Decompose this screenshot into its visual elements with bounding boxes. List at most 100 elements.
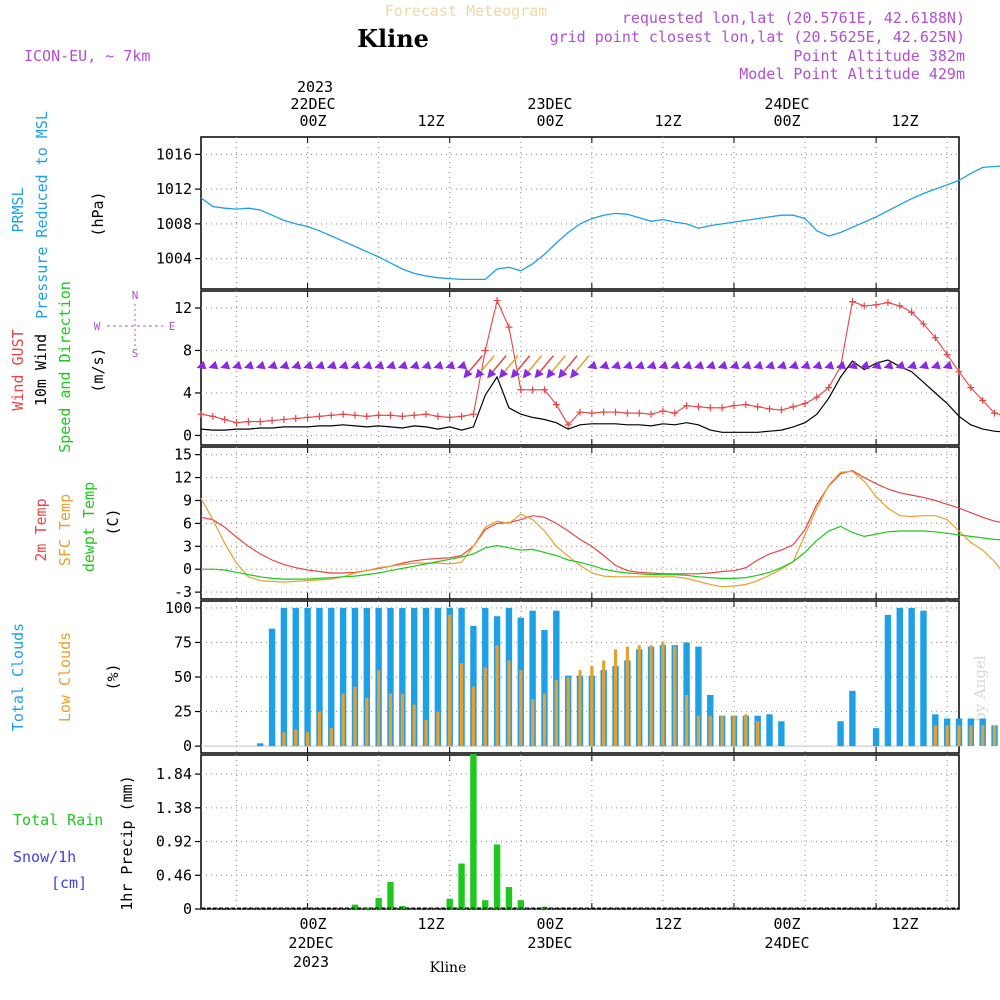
wind-arrow bbox=[362, 360, 373, 370]
low-cloud-bar bbox=[341, 693, 345, 747]
wind-arrow bbox=[510, 355, 531, 379]
gust-marker bbox=[730, 402, 738, 410]
chart-title: Kline bbox=[357, 24, 429, 53]
y-tick-label: 1008 bbox=[156, 215, 192, 233]
temp-label-2m: 2m Temp bbox=[32, 498, 50, 561]
cloud-label-unit: (%) bbox=[104, 663, 122, 690]
top-hour-label-6: 12Z bbox=[891, 112, 918, 130]
total-cloud-bar bbox=[541, 630, 548, 747]
y-tick-label: 0 bbox=[183, 426, 192, 444]
rain-bar bbox=[458, 863, 465, 909]
gust-marker bbox=[612, 408, 620, 416]
wind-arrow bbox=[208, 360, 219, 370]
low-cloud-bar bbox=[424, 719, 428, 747]
top-hour-label-2: 12Z bbox=[417, 112, 444, 130]
low-cloud-bar bbox=[353, 686, 357, 747]
total-cloud-bar bbox=[257, 743, 264, 747]
gust-marker bbox=[576, 408, 584, 416]
gust-marker bbox=[706, 404, 714, 412]
gust-marker bbox=[517, 386, 525, 394]
top-hour-label-1: 00Z bbox=[299, 112, 326, 130]
low-cloud-bar bbox=[317, 711, 322, 747]
precip-label-snow: Snow/1h bbox=[13, 848, 76, 866]
low-cloud-bar bbox=[519, 670, 523, 747]
wind-arrow bbox=[546, 355, 566, 379]
wind-arrow bbox=[646, 360, 657, 370]
wind-arrow bbox=[475, 355, 495, 379]
gust-marker bbox=[552, 401, 560, 409]
panel-frame bbox=[200, 136, 960, 290]
gust-marker bbox=[493, 297, 501, 305]
wind-arrow bbox=[824, 360, 835, 370]
gust-marker bbox=[718, 404, 726, 412]
compass-w: W bbox=[94, 320, 101, 333]
wind-arrow bbox=[753, 360, 764, 370]
gust-marker bbox=[813, 393, 821, 401]
top-year-label: 2023 bbox=[297, 78, 333, 96]
rain-bar bbox=[375, 898, 382, 909]
gust-marker bbox=[683, 402, 691, 410]
gust-marker bbox=[315, 412, 323, 420]
wind-arrow bbox=[255, 360, 266, 370]
top-hour-label-4: 12Z bbox=[654, 112, 681, 130]
total-cloud-bar bbox=[304, 607, 311, 747]
wind-arrow bbox=[871, 360, 882, 370]
low-cloud-bar bbox=[448, 614, 452, 747]
y-tick-label: 8 bbox=[183, 341, 192, 359]
compass-n: N bbox=[132, 289, 139, 302]
gust-marker bbox=[256, 418, 264, 426]
gust-marker bbox=[825, 384, 833, 392]
rain-bar bbox=[517, 900, 524, 909]
pressure-label-prmsl: PRMSL bbox=[9, 187, 27, 232]
y-tick-label: 75 bbox=[174, 633, 192, 651]
wind-arrow bbox=[895, 360, 906, 370]
wind-label-speed: Speed and Direction bbox=[56, 281, 74, 453]
gust-marker bbox=[363, 412, 371, 420]
wind-arrow bbox=[421, 360, 432, 370]
low-cloud-bar bbox=[412, 704, 416, 747]
gust-marker bbox=[635, 409, 643, 417]
total-cloud-bar bbox=[351, 607, 359, 747]
panel-frame bbox=[200, 754, 960, 910]
low-cloud-bar bbox=[708, 715, 712, 747]
gust-marker bbox=[588, 409, 596, 417]
low-cloud-bar bbox=[625, 646, 629, 747]
gust-marker bbox=[955, 368, 963, 376]
compass-e: E bbox=[169, 320, 176, 333]
gust-marker bbox=[564, 421, 572, 429]
y-tick-label: 4 bbox=[183, 384, 192, 402]
grid-point-coords: grid point closest lon,lat (20.5625E, 42… bbox=[550, 28, 965, 46]
gust-marker bbox=[754, 403, 762, 411]
temp-label-unit: (C) bbox=[104, 508, 122, 535]
y-tick-label: 50 bbox=[174, 668, 192, 686]
total-cloud-bar bbox=[410, 607, 418, 747]
low-cloud-bar bbox=[471, 686, 476, 747]
low-cloud-bar bbox=[436, 711, 440, 747]
gust-marker bbox=[398, 412, 406, 420]
total-cloud-bar bbox=[316, 607, 323, 747]
precip-label-rain: Total Rain bbox=[13, 811, 103, 829]
total-cloud-bar bbox=[908, 607, 915, 747]
gust-marker bbox=[209, 412, 217, 420]
rain-bar bbox=[446, 898, 453, 909]
temp2m-line bbox=[200, 470, 1000, 575]
total-cloud-bar bbox=[422, 607, 430, 747]
wind-arrow bbox=[487, 355, 507, 379]
gust-marker bbox=[967, 384, 975, 392]
gust-marker bbox=[505, 323, 513, 331]
point-altitude: Point Altitude 382m bbox=[793, 47, 965, 65]
low-cloud-bar bbox=[459, 663, 464, 747]
low-cloud-bar bbox=[294, 729, 298, 747]
gust-marker bbox=[659, 407, 667, 415]
gust-marker bbox=[919, 320, 927, 328]
total-cloud-bar bbox=[778, 721, 785, 747]
gust-marker bbox=[943, 351, 951, 359]
temp-ylabels: 2m Temp SFC Temp dewpt Temp (C) bbox=[32, 482, 122, 572]
gust-marker bbox=[434, 412, 442, 420]
y-tick-label: 9 bbox=[183, 491, 192, 509]
wind-arrow bbox=[303, 360, 314, 370]
cloud-ylabels: Total Clouds Low Clouds (%) bbox=[9, 623, 122, 731]
low-cloud-bar bbox=[329, 728, 333, 747]
gust-marker bbox=[671, 409, 679, 417]
wind-arrow bbox=[847, 360, 858, 370]
